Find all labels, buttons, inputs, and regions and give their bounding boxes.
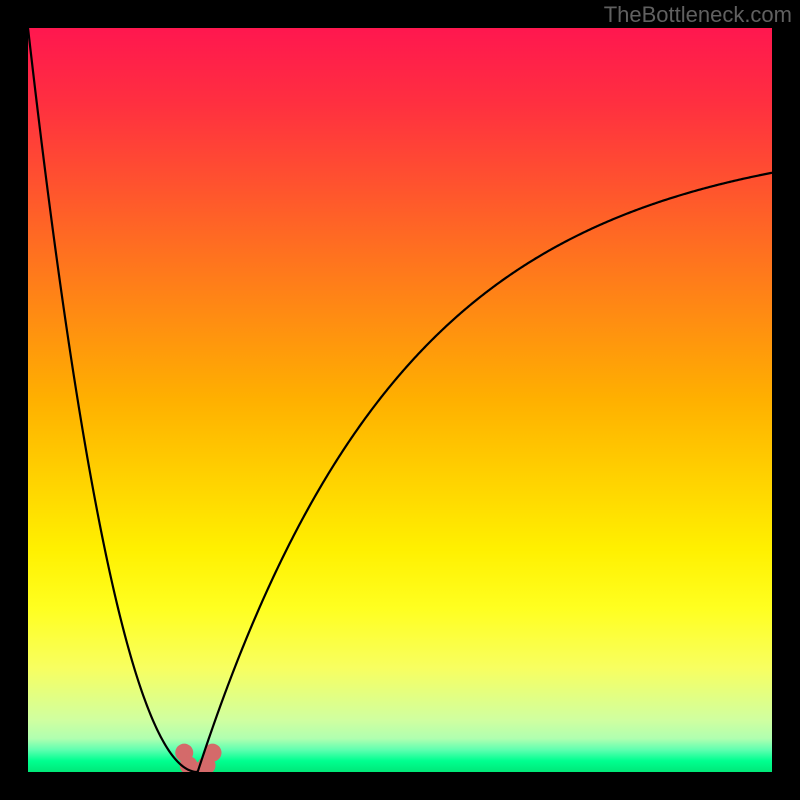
chart-svg xyxy=(0,0,800,800)
attribution-label: TheBottleneck.com xyxy=(604,2,792,28)
plot-area xyxy=(28,28,772,772)
chart-root: TheBottleneck.com xyxy=(0,0,800,800)
